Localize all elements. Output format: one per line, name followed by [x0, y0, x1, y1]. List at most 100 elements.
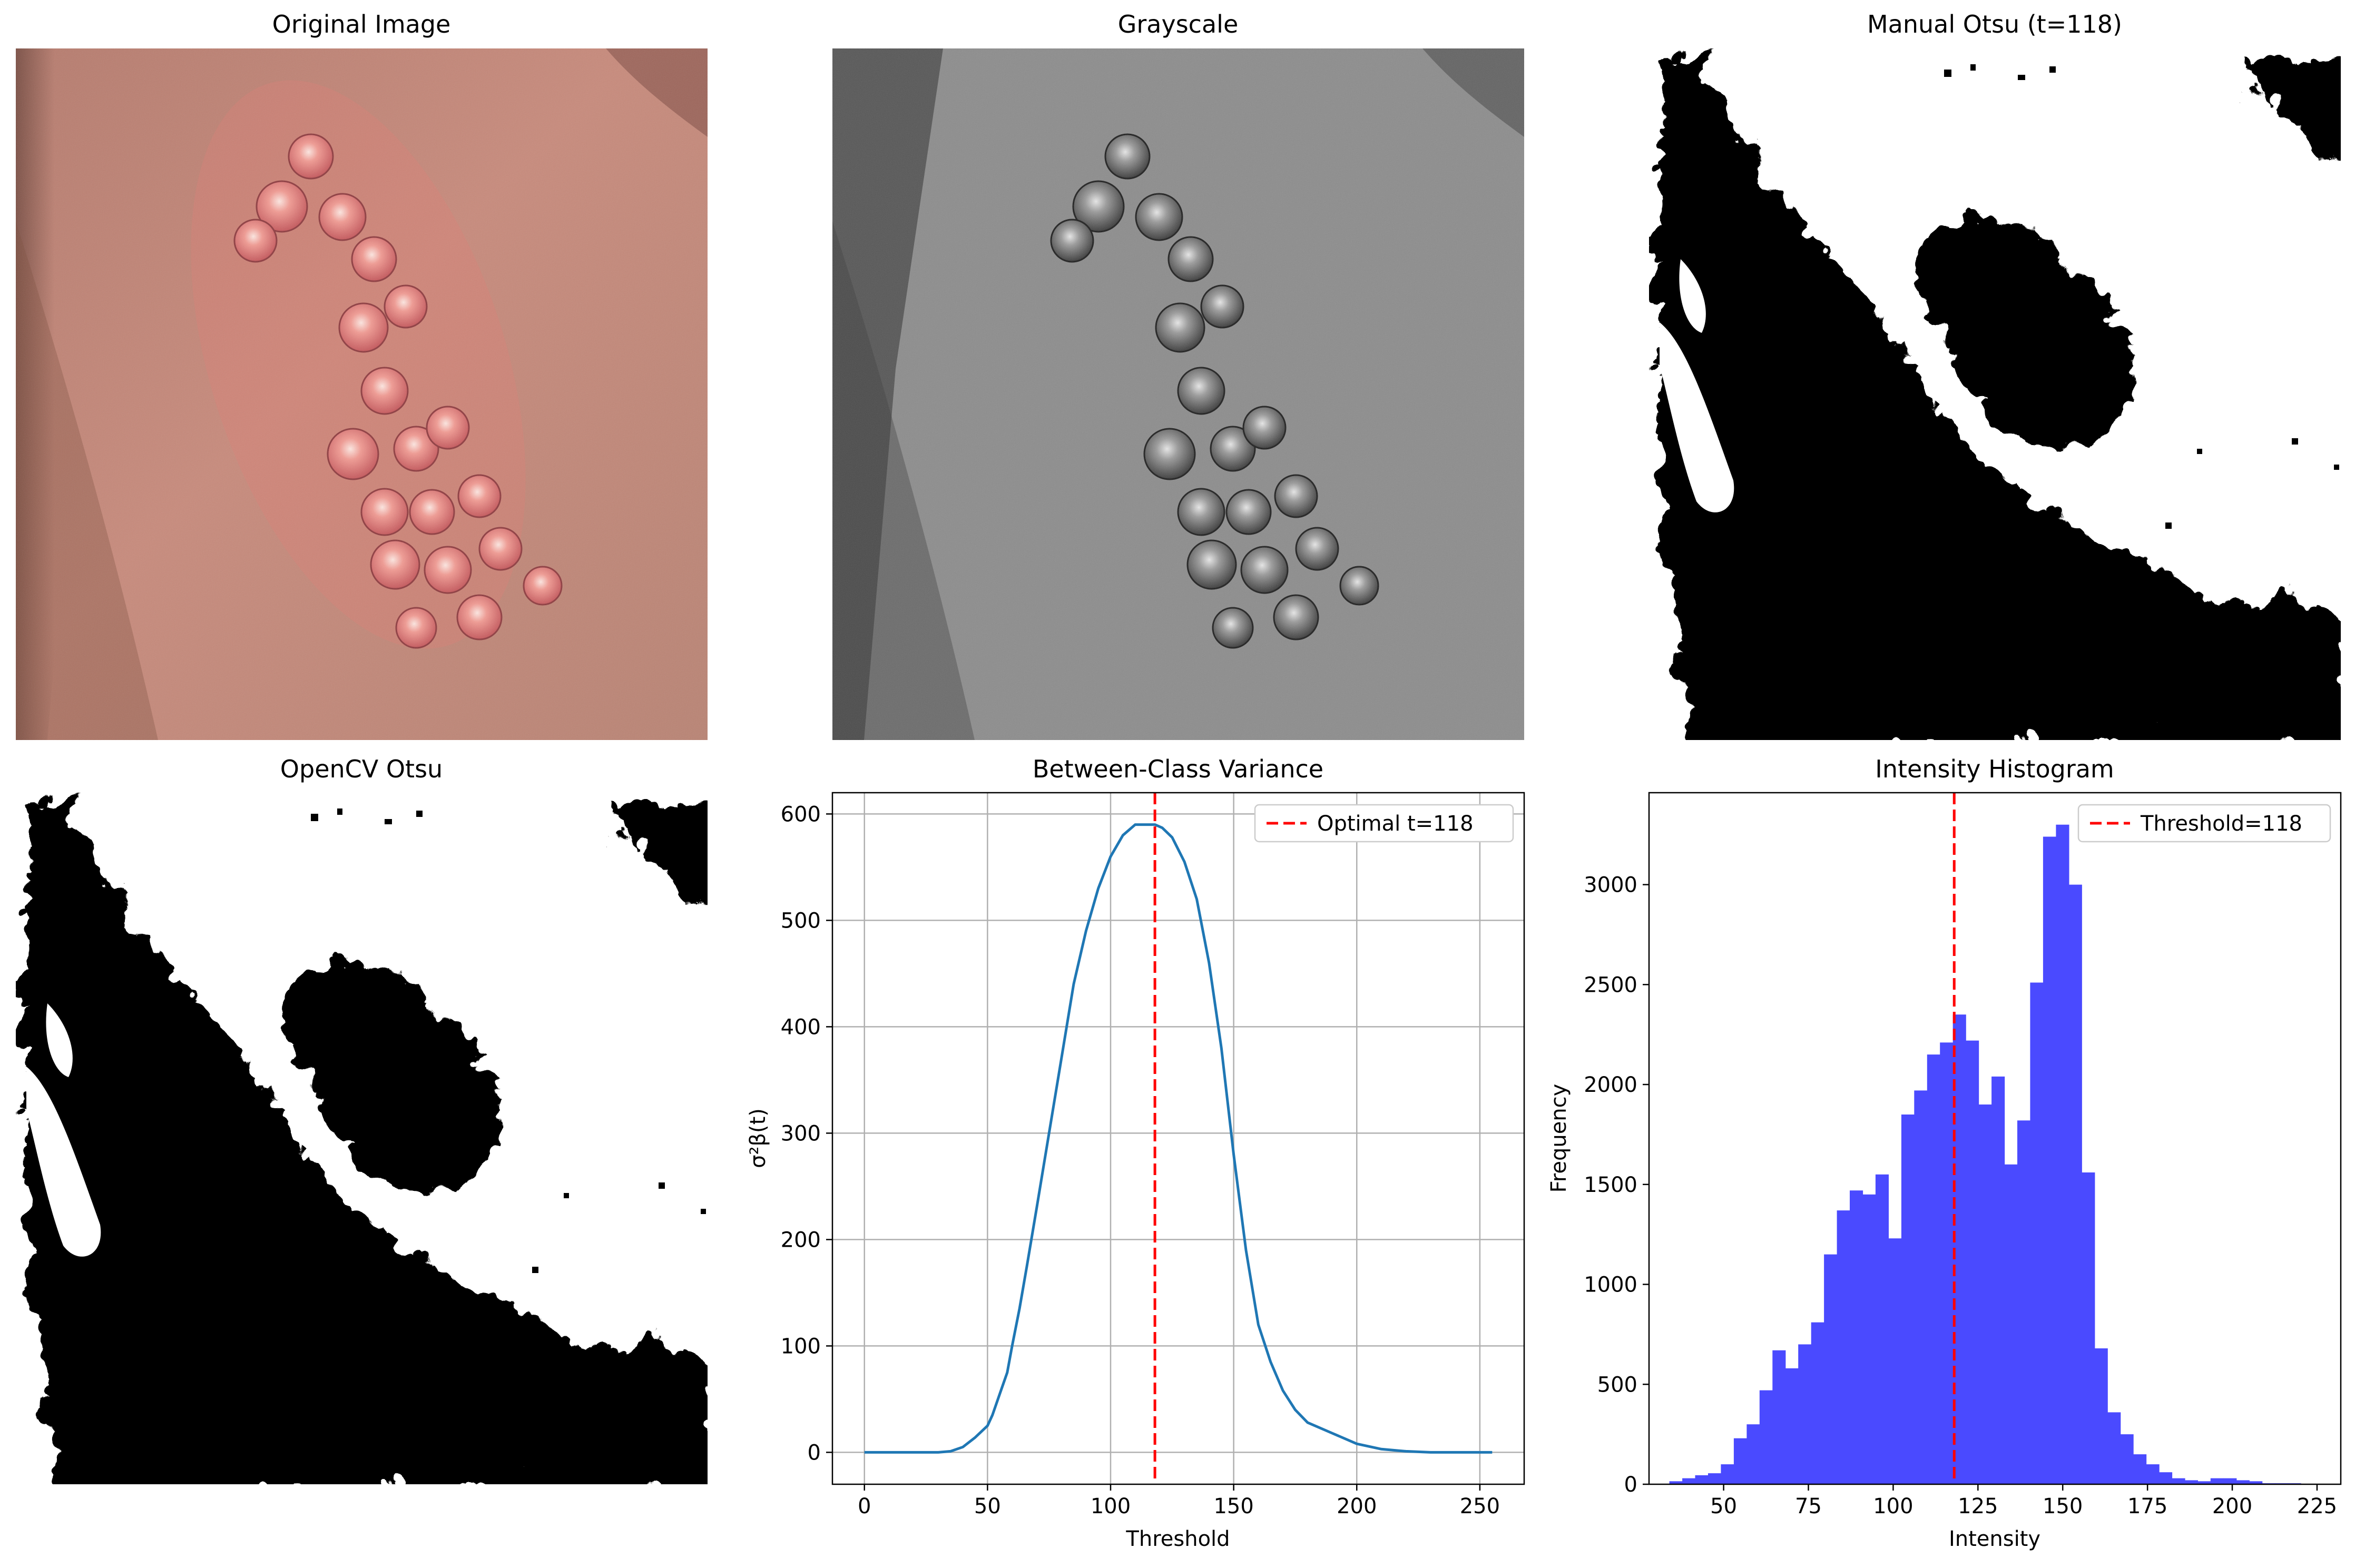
- histogram-bar: [2159, 1472, 2173, 1484]
- original-image-panel: Original Image: [16, 10, 708, 740]
- histogram-bar: [1695, 1475, 1709, 1484]
- histogram-bar: [2249, 1481, 2263, 1484]
- histogram-y-label: Frequency: [1547, 1084, 1571, 1193]
- histogram-bar: [2056, 824, 2069, 1484]
- histogram-bars: [1669, 824, 2301, 1484]
- histogram-x-tick-label: 125: [1958, 1494, 1998, 1518]
- histogram-bar: [1837, 1210, 1850, 1484]
- histogram-bar: [1785, 1368, 1799, 1484]
- histogram-y-tick-label: 500: [1597, 1373, 1637, 1397]
- histogram-y-tick-label: 2500: [1584, 973, 1637, 997]
- variance-y-tick-label: 600: [781, 802, 821, 826]
- histogram-bar: [2184, 1480, 2198, 1484]
- histogram-bar: [1721, 1464, 1734, 1484]
- original-image-title: Original Image: [272, 10, 451, 38]
- histogram-x-tick-label: 150: [2043, 1494, 2083, 1518]
- variance-x-tick-label: 100: [1091, 1494, 1131, 1518]
- grayscale-image: [832, 48, 1524, 740]
- histogram-y-ticks: 0 500 1000 1500 2000 2500 3000: [1584, 873, 1649, 1497]
- variance-x-tick-label: 250: [1460, 1494, 1500, 1518]
- histogram-bar: [1862, 1194, 1876, 1484]
- variance-curve: [864, 823, 1493, 1454]
- histogram-bar: [2030, 982, 2044, 1484]
- histogram-x-tick-label: 75: [1795, 1494, 1822, 1518]
- variance-y-tick-label: 100: [781, 1334, 821, 1358]
- histogram-x-ticks: 50 75 100 125 150 175 200 225: [1710, 1484, 2337, 1518]
- histogram-title: Intensity Histogram: [1875, 755, 2114, 783]
- opencv-otsu-panel: OpenCV Otsu: [16, 755, 708, 1484]
- histogram-axes-frame: [1648, 792, 2342, 1485]
- histogram-x-label: Intensity: [1949, 1527, 2040, 1551]
- histogram-bar: [1733, 1438, 1747, 1484]
- histogram-x-tick-label: 175: [2127, 1494, 2167, 1518]
- histogram-bar: [2004, 1164, 2018, 1484]
- histogram-bar: [1759, 1390, 1773, 1484]
- variance-legend: Optimal t=118: [1254, 804, 1514, 843]
- histogram-bar: [1746, 1424, 1760, 1484]
- histogram-bar: [2210, 1478, 2224, 1484]
- variance-x-tick-label: 200: [1337, 1494, 1377, 1518]
- variance-axes-frame: [831, 792, 1525, 1485]
- variance-y-tick-label: 300: [781, 1121, 821, 1146]
- histogram-x-tick-label: 225: [2297, 1494, 2337, 1518]
- histogram-x-tick-label: 50: [1710, 1494, 1737, 1518]
- histogram-bar: [1875, 1174, 1889, 1484]
- histogram-legend-label: Threshold=118: [2140, 812, 2302, 836]
- histogram-bar: [1914, 1090, 1928, 1484]
- variance-x-label: Threshold: [1125, 1527, 1230, 1551]
- variance-grid: [832, 793, 1524, 1484]
- variance-x-tick-label: 150: [1213, 1494, 1253, 1518]
- variance-chart: Between-Class Variance 0 50 100 150 200 250 0…: [746, 755, 1525, 1551]
- histogram-bar: [2068, 884, 2082, 1484]
- histogram-bar: [1669, 1481, 1683, 1484]
- histogram-bar: [1991, 1076, 2005, 1484]
- variance-y-tick-label: 200: [781, 1228, 821, 1252]
- manual-otsu-title: Manual Otsu (t=118): [1867, 10, 2122, 38]
- histogram-bar: [1798, 1344, 1812, 1484]
- variance-y-tick-label: 400: [781, 1015, 821, 1039]
- opencv-otsu-mask: [16, 793, 708, 1484]
- histogram-bar: [1682, 1478, 1696, 1484]
- histogram-bar: [2236, 1480, 2250, 1484]
- histogram-y-tick-label: 1500: [1584, 1173, 1637, 1197]
- variance-y-ticks: 0 100 200 300 400 500 600: [781, 802, 832, 1465]
- histogram-bar: [2223, 1478, 2237, 1484]
- opencv-otsu-title: OpenCV Otsu: [280, 755, 443, 783]
- histogram-x-tick-label: 100: [1873, 1494, 1913, 1518]
- histogram-y-tick-label: 1000: [1584, 1273, 1637, 1297]
- histogram-bar: [2094, 1348, 2108, 1484]
- histogram-bar: [2082, 1172, 2095, 1484]
- histogram-bar: [2197, 1481, 2211, 1484]
- variance-x-tick-label: 0: [858, 1494, 871, 1518]
- variance-legend-label: Optimal t=118: [1317, 812, 1474, 836]
- histogram-bar: [2107, 1412, 2121, 1484]
- histogram-bar: [1927, 1054, 1940, 1484]
- histogram-x-tick-label: 200: [2212, 1494, 2252, 1518]
- histogram-bar: [1708, 1473, 1722, 1484]
- variance-y-tick-label: 500: [781, 909, 821, 933]
- histogram-bar: [1888, 1238, 1902, 1484]
- histogram-bar: [1966, 1040, 1979, 1484]
- histogram-bar: [2120, 1434, 2134, 1484]
- variance-x-tick-label: 50: [974, 1494, 1001, 1518]
- variance-y-label: σ²β(t): [746, 1108, 770, 1168]
- manual-otsu-panel: Manual Otsu (t=118): [1649, 10, 2341, 740]
- histogram-y-tick-label: 0: [1624, 1473, 1637, 1497]
- histogram-legend: Threshold=118: [2077, 804, 2331, 843]
- variance-y-tick-label: 0: [808, 1441, 821, 1465]
- histogram-bar: [1901, 1115, 1915, 1484]
- histogram-bar: [1824, 1254, 1838, 1484]
- histogram-bar: [2146, 1464, 2160, 1484]
- histogram-bar: [2017, 1120, 2031, 1484]
- original-image: [16, 48, 708, 740]
- histogram-bar: [2043, 836, 2056, 1484]
- histogram-bar: [2133, 1454, 2147, 1484]
- manual-otsu-mask: [1649, 48, 2341, 740]
- histogram-chart: Intensity Histogram 50 75 100 125 150 175 200 2…: [1547, 755, 2342, 1551]
- histogram-y-tick-label: 2000: [1584, 1073, 1637, 1097]
- histogram-bar: [1772, 1350, 1786, 1484]
- histogram-bar: [1850, 1190, 1863, 1484]
- grayscale-title: Grayscale: [1118, 10, 1239, 38]
- variance-chart-title: Between-Class Variance: [1033, 755, 1323, 783]
